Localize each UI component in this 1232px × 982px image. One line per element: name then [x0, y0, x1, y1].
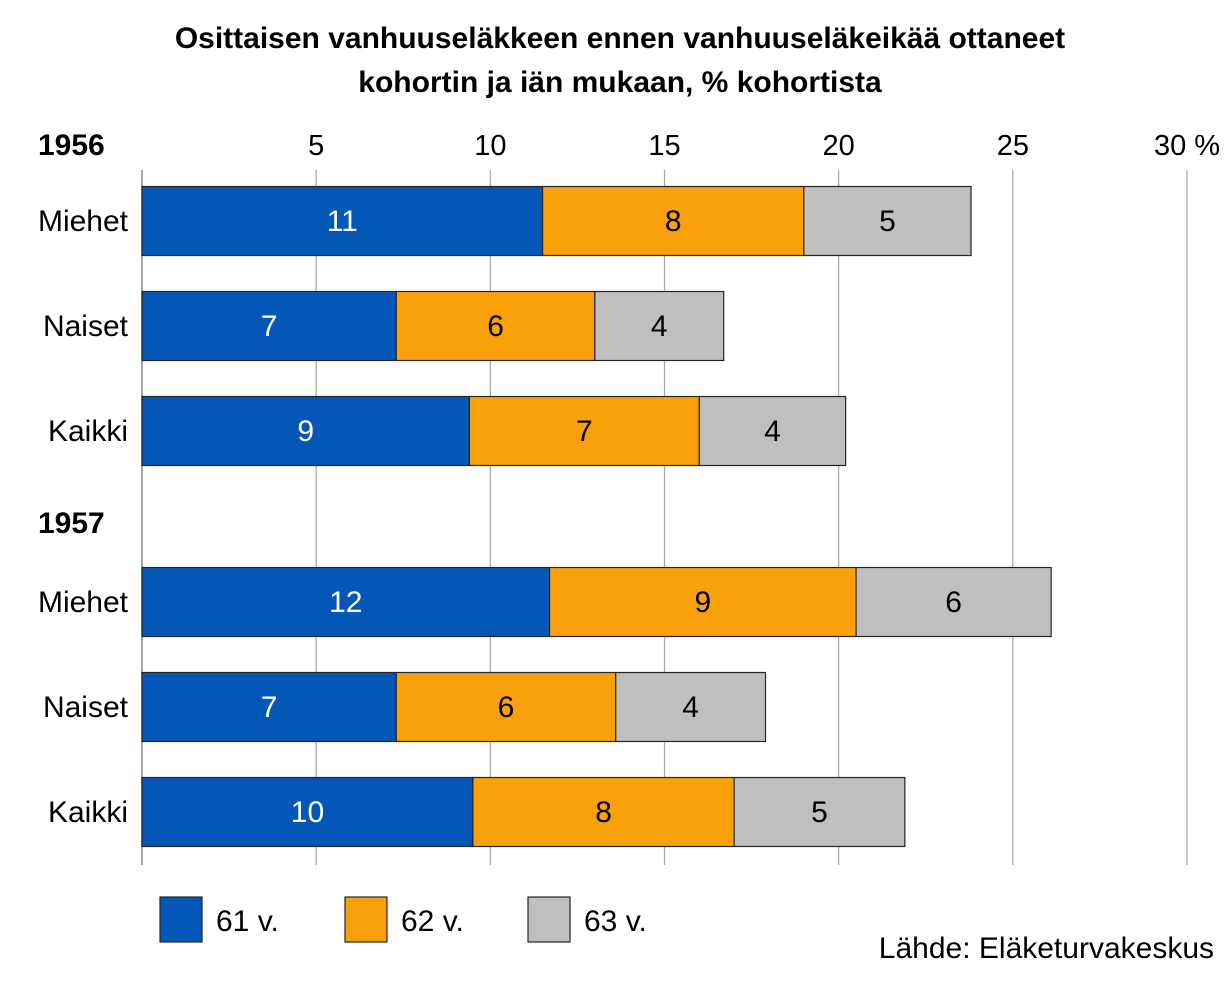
bar-row: Miehet 12 9 6	[38, 566, 1052, 638]
data-label: 5	[879, 205, 896, 238]
bar-segment	[803, 185, 972, 257]
data-label: 6	[487, 310, 504, 343]
bar-row: Miehet 11 8 5	[38, 185, 972, 257]
data-label: 5	[811, 796, 828, 829]
data-label: 4	[651, 310, 668, 343]
bar-row: Naiset 7 6 4	[43, 290, 725, 362]
legend-item: 61 v.	[159, 896, 279, 943]
bar-segment	[548, 566, 857, 638]
bar-segment	[733, 776, 906, 848]
gridlines	[141, 170, 1188, 865]
legend-item: 63 v.	[527, 896, 647, 943]
bar-row: Kaikki 10 8 5	[48, 776, 906, 848]
legend-swatch	[527, 896, 571, 943]
group-label: 1956	[38, 129, 105, 162]
legend-swatch	[159, 896, 203, 943]
data-label: 11	[327, 205, 358, 238]
group-labels: 1956 1957	[38, 129, 105, 540]
bar-segment	[141, 395, 471, 467]
data-label: 9	[297, 415, 314, 448]
bar-segment	[698, 395, 847, 467]
bar-segment	[594, 290, 725, 362]
bar-segment	[855, 566, 1052, 638]
legend-label: 63 v.	[584, 905, 647, 938]
chart-title-line-1: Osittaisen vanhuuseläkkeen ennen vanhuus…	[175, 22, 1065, 55]
bar-segment	[541, 185, 805, 257]
x-tick-label: 25	[997, 130, 1029, 162]
bar-row: Naiset 7 6 4	[43, 671, 767, 743]
legend-item: 62 v.	[344, 896, 464, 943]
data-label: 8	[595, 796, 612, 829]
x-tick-label: 30 %	[1154, 130, 1220, 162]
bar-segment	[615, 671, 767, 743]
data-label: 7	[261, 691, 278, 724]
category-label: Miehet	[38, 586, 129, 619]
x-axis-ticks: 5 10 15 20 25 30 %	[308, 130, 1220, 162]
x-tick-label: 5	[308, 130, 324, 162]
bar-segment	[472, 776, 735, 848]
x-tick-label: 20	[823, 130, 855, 162]
data-label: 8	[665, 205, 682, 238]
data-label: 4	[764, 415, 781, 448]
category-label: Miehet	[38, 205, 129, 238]
data-label: 6	[945, 586, 962, 619]
category-label: Naiset	[43, 691, 129, 724]
data-label: 9	[694, 586, 711, 619]
bar-segment	[395, 290, 596, 362]
chart-title-line-2: kohortin ja iän mukaan, % kohortista	[358, 66, 882, 99]
bar-segment	[395, 671, 617, 743]
data-label: 7	[261, 310, 278, 343]
data-label: 6	[498, 691, 515, 724]
x-tick-label: 10	[474, 130, 506, 162]
data-label: 4	[682, 691, 699, 724]
legend-label: 61 v.	[216, 905, 279, 938]
category-label: Naiset	[43, 310, 129, 343]
category-label: Kaikki	[48, 796, 128, 829]
bar-segment	[141, 776, 474, 848]
data-label: 10	[291, 796, 324, 829]
group-label: 1957	[38, 507, 105, 540]
bar-segment	[141, 185, 544, 257]
legend-swatch	[344, 896, 388, 943]
legend-label: 62 v.	[401, 905, 464, 938]
bar-segment	[141, 671, 397, 743]
x-tick-label: 15	[648, 130, 680, 162]
bar-segment	[141, 290, 397, 362]
data-label: 7	[576, 415, 593, 448]
bar-row: Kaikki 9 7 4	[48, 395, 847, 467]
data-label: 12	[329, 586, 362, 619]
legend: 61 v. 62 v. 63 v.	[159, 896, 647, 943]
bar-segment	[141, 566, 551, 638]
category-label: Kaikki	[48, 415, 128, 448]
source-note: Lähde: Eläketurvakeskus	[879, 932, 1214, 965]
